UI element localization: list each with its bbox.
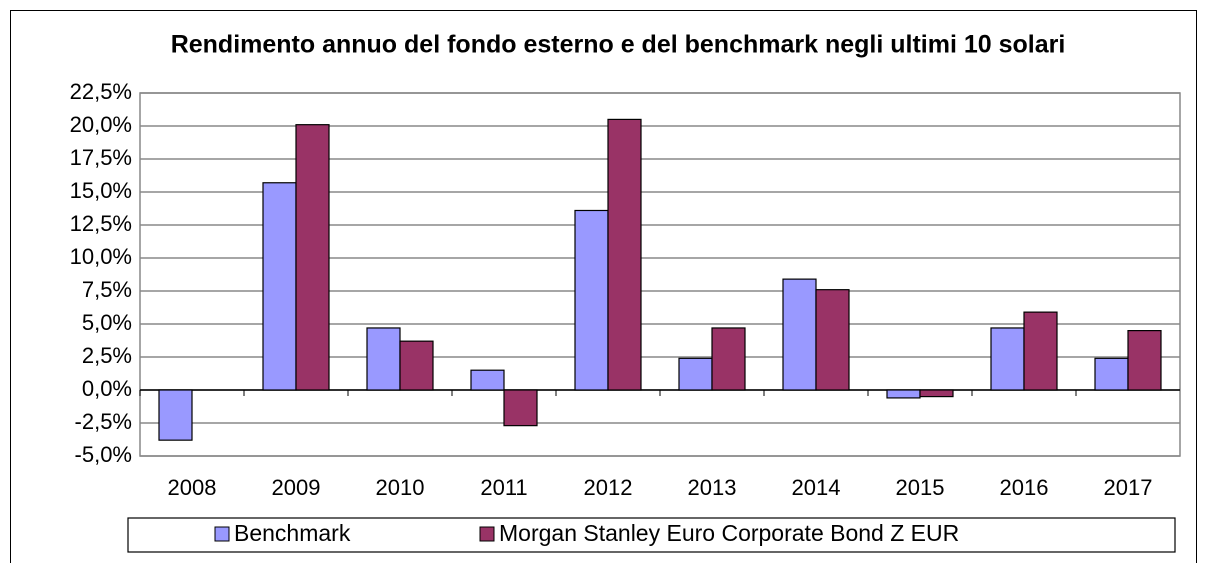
x-tick-label: 2014 [792, 475, 841, 500]
bar [711, 327, 746, 391]
x-tick-label: 2011 [480, 475, 527, 500]
x-tick-label: 2013 [688, 475, 737, 500]
y-tick-label: 7,5% [82, 277, 132, 302]
y-tick-label: 12,5% [70, 211, 132, 236]
x-tick-label: 2017 [1104, 475, 1153, 500]
y-tick-label: 10,0% [70, 244, 132, 269]
legend-label: Morgan Stanley Euro Corporate Bond Z EUR [499, 520, 959, 546]
plot-frame [139, 92, 1181, 457]
legend-label: Benchmark [234, 520, 351, 546]
bar [262, 182, 297, 391]
bar [158, 389, 193, 441]
bar [366, 327, 401, 391]
bar [295, 124, 330, 391]
x-tick-label: 2012 [584, 475, 633, 500]
bar [1023, 311, 1058, 391]
chart-title: Rendimento annuo del fondo esterno e del… [171, 31, 1066, 59]
x-tick-label: 2010 [376, 475, 425, 500]
legend-swatch [479, 526, 495, 542]
bar [886, 389, 921, 399]
bar [678, 357, 713, 391]
bar [815, 289, 850, 391]
bar [399, 340, 434, 391]
x-tick-label: 2016 [1000, 475, 1049, 500]
bar [470, 369, 505, 391]
y-tick-label: 17,5% [70, 145, 132, 170]
bar [1127, 330, 1162, 391]
y-tick-label: -2,5% [75, 409, 132, 434]
bar [607, 118, 642, 391]
y-tick-label: 20,0% [70, 112, 132, 137]
legend-box [127, 517, 1176, 553]
x-tick-label: 2009 [272, 475, 321, 500]
bar [574, 209, 609, 391]
bar [990, 327, 1025, 391]
bar [503, 389, 538, 427]
y-tick-label: 0,0% [82, 376, 132, 401]
y-tick-label: 5,0% [82, 310, 132, 335]
y-tick-label: 15,0% [70, 178, 132, 203]
legend-swatch [214, 526, 230, 542]
y-tick-label: 22,5% [70, 79, 132, 104]
bar [782, 278, 817, 391]
y-tick-label: 2,5% [82, 343, 132, 368]
bar [919, 389, 954, 398]
bar [1094, 357, 1129, 391]
x-tick-label: 2015 [896, 475, 945, 500]
x-tick-label: 2008 [168, 475, 217, 500]
y-tick-label: -5,0% [75, 442, 132, 467]
